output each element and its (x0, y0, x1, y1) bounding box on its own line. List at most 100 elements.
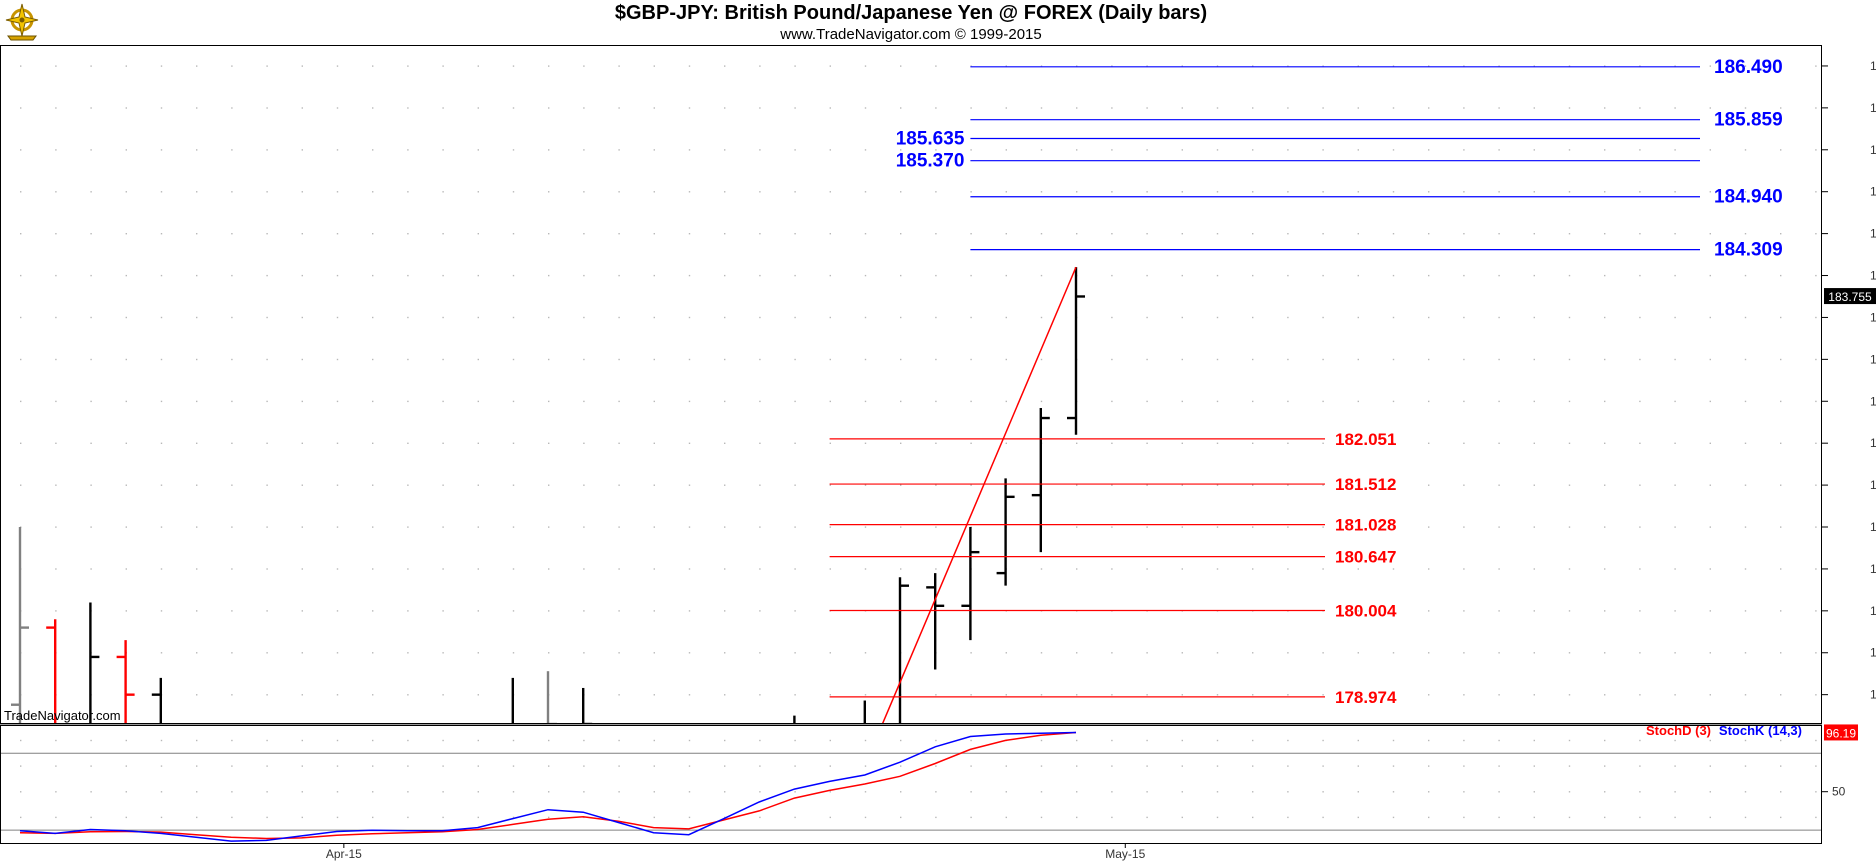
grid-dot (1463, 765, 1465, 767)
grid-dot (512, 358, 515, 361)
grid-dot (1815, 107, 1817, 109)
grid-dot (1568, 400, 1571, 403)
grid-dot (1076, 739, 1078, 742)
grid-dot (583, 107, 585, 109)
grid-dot (1498, 274, 1500, 277)
grid-dot (1780, 316, 1782, 319)
grid-dot (653, 65, 655, 67)
grid-dot (477, 107, 479, 109)
grid-dot (477, 149, 479, 151)
grid-dot (1287, 65, 1289, 67)
grid-dot (20, 191, 22, 193)
grid-dot (1568, 274, 1571, 277)
grid-dot (653, 107, 655, 109)
grid-dot (1639, 400, 1641, 403)
grid-dot (90, 65, 92, 67)
grid-dot (125, 358, 127, 361)
grid-dot (759, 694, 761, 696)
grid-dot (55, 442, 57, 444)
grid-dot (1639, 652, 1641, 654)
grid-dot (1146, 526, 1148, 528)
grid-dot (1216, 316, 1219, 319)
grid-dot (1252, 791, 1254, 793)
y-tick-label: 182.500 (1870, 394, 1876, 408)
grid-dot (1076, 791, 1078, 793)
grid-dot (829, 191, 831, 193)
grid-dot (125, 107, 127, 109)
grid-dot (1357, 765, 1359, 767)
grid-dot (336, 107, 339, 109)
grid-dot (1604, 107, 1606, 109)
grid-dot (864, 652, 867, 654)
grid-dot (1428, 400, 1430, 403)
grid-dot (1181, 526, 1183, 528)
grid-dot (1322, 149, 1324, 151)
grid-dot (653, 358, 655, 361)
grid-dot (548, 233, 550, 235)
grid-dot (512, 610, 515, 612)
grid-dot (1709, 274, 1711, 277)
grid-dot (548, 400, 550, 403)
grid-dot (1357, 816, 1359, 819)
grid-dot (20, 442, 22, 444)
last-price-box (1824, 288, 1876, 305)
grid-dot (336, 526, 339, 528)
grid-dot (90, 765, 92, 767)
grid-dot (1533, 739, 1535, 742)
grid-dot (864, 568, 867, 570)
grid-dot (583, 568, 585, 570)
grid-dot (1287, 149, 1289, 151)
grid-dot (55, 233, 57, 235)
grid-dot (336, 400, 339, 403)
grid-dot (90, 149, 92, 151)
grid-dot (759, 442, 761, 444)
grid-dot (1322, 484, 1324, 486)
grid-dot (829, 694, 831, 696)
grid-dot (1674, 568, 1676, 570)
grid-dot (1428, 526, 1430, 528)
grid-dot (548, 65, 550, 67)
grid-dot (1463, 442, 1465, 444)
grid-dot (548, 484, 550, 486)
grid-dot (372, 191, 374, 193)
grid-dot (1533, 765, 1535, 767)
grid-dot (970, 791, 972, 793)
grid-dot (1322, 652, 1324, 654)
grid-dot (372, 568, 374, 570)
grid-dot (794, 274, 796, 277)
grid-dot (477, 274, 479, 277)
grid-dot (1322, 765, 1324, 767)
grid-dot (301, 568, 303, 570)
grid-dot (1040, 568, 1043, 570)
grid-dot (1463, 694, 1465, 696)
grid-dot (1322, 316, 1324, 319)
grid-dot (196, 791, 198, 793)
grid-dot (1005, 765, 1007, 767)
y-tick-label: 183.500 (1870, 310, 1876, 324)
grid-dot (196, 610, 198, 612)
grid-dot (759, 233, 761, 235)
grid-dot (724, 149, 726, 151)
grid-dot (1322, 274, 1324, 277)
grid-dot (759, 739, 761, 742)
grid-dot (1322, 442, 1324, 444)
grid-dot (1287, 316, 1289, 319)
grid-dot (1322, 400, 1324, 403)
grid-dot (55, 316, 57, 319)
grid-dot (125, 65, 127, 67)
grid-dot (336, 316, 339, 319)
grid-dot (336, 652, 339, 654)
grid-dot (970, 233, 972, 235)
grid-dot (266, 107, 268, 109)
grid-dot (125, 739, 127, 742)
grid-dot (160, 149, 163, 151)
grid-dot (407, 568, 409, 570)
grid-dot (1568, 233, 1571, 235)
grid-dot (1216, 442, 1219, 444)
grid-dot (1392, 568, 1395, 570)
grid-dot (1181, 442, 1183, 444)
grid-dot (196, 694, 198, 696)
grid-dot (231, 400, 233, 403)
grid-dot (160, 107, 163, 109)
grid-dot (301, 316, 303, 319)
